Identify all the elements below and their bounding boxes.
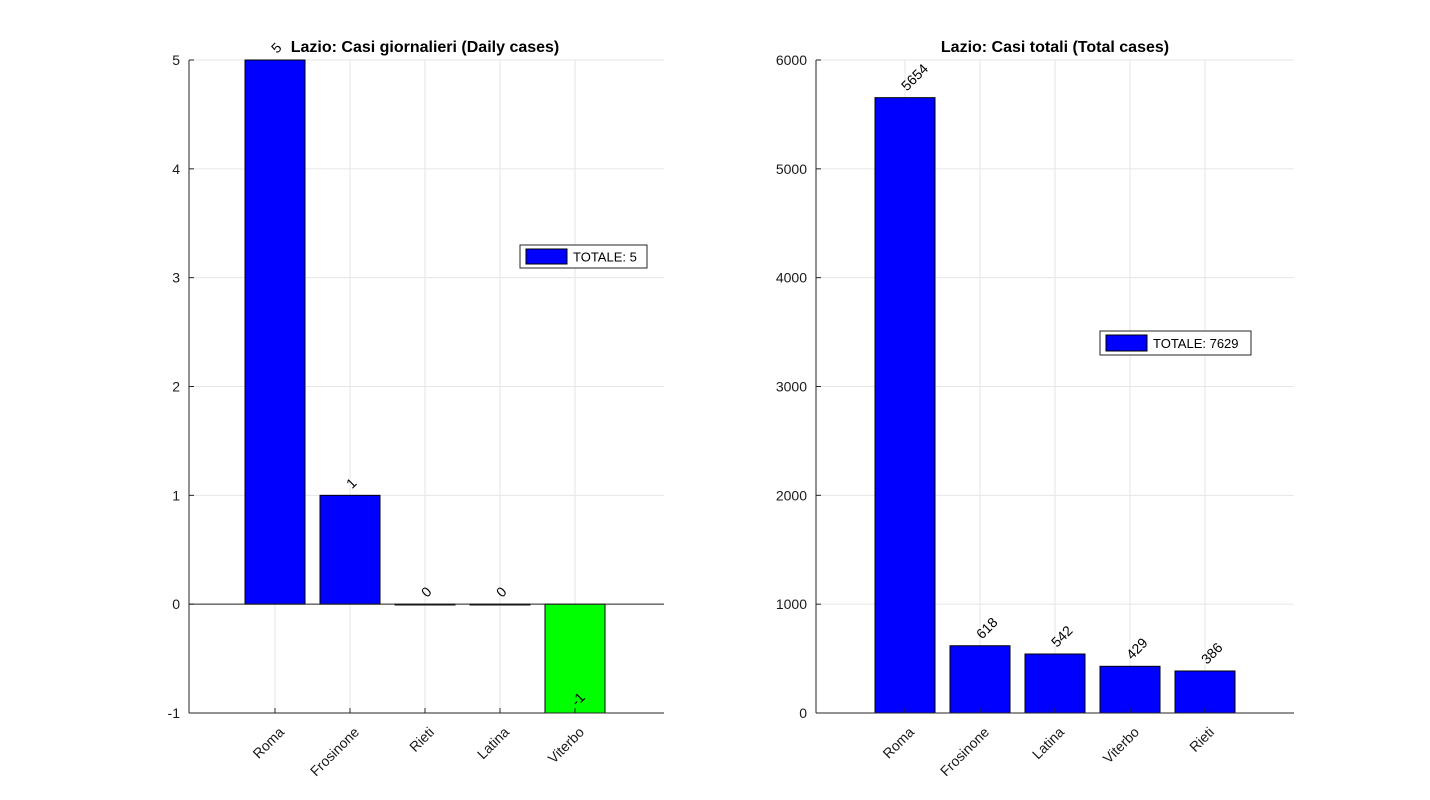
daily-legend: TOTALE: 5 (519, 244, 648, 269)
total-y-tick-label-5: 5000 (776, 161, 807, 177)
daily-legend-label: TOTALE: 5 (573, 250, 637, 265)
daily-category-label-latina: Latina (474, 724, 512, 762)
total-category-label-roma: Roma (879, 724, 917, 762)
total-legend: TOTALE: 7629 (1099, 330, 1252, 356)
daily-cases-chart: Lazio: Casi giornalieri (Daily cases) -1… (168, 39, 664, 779)
daily-category-label-roma: Roma (249, 724, 287, 762)
total-category-label-frosinone: Frosinone (937, 724, 992, 779)
daily-category-label-frosinone: Frosinone (307, 724, 362, 779)
total-data-label-viterbo: 429 (1123, 634, 1151, 662)
daily-category-label-viterbo: Viterbo (545, 724, 588, 767)
daily-y-tick-label-1: 0 (172, 596, 180, 612)
daily-cases-title: Lazio: Casi giornalieri (Daily cases) (291, 39, 560, 56)
total-data-label-frosinone: 618 (973, 614, 1001, 642)
total-y-tick-label-6: 6000 (776, 52, 807, 68)
total-y-tick-label-4: 4000 (776, 270, 807, 286)
daily-legend-swatch (525, 248, 568, 265)
total-y-tick-label-1: 1000 (776, 596, 807, 612)
total-bar-latina (1024, 653, 1086, 714)
daily-y-tick-label-6: 5 (172, 52, 180, 68)
daily-y-tick-label-2: 1 (172, 487, 180, 503)
daily-y-tick-label-3: 2 (172, 379, 180, 395)
total-data-label-roma: 5654 (898, 60, 931, 93)
daily-y-tick-label-0: -1 (168, 705, 181, 721)
daily-bar-frosinone (319, 494, 381, 605)
daily-bar-roma (244, 59, 306, 605)
total-legend-label: TOTALE: 7629 (1153, 336, 1239, 351)
daily-data-label-latina: 0 (493, 583, 510, 600)
daily-data-label-rieti: 0 (418, 583, 435, 600)
total-cases-title: Lazio: Casi totali (Total cases) (941, 39, 1169, 56)
total-category-label-latina: Latina (1029, 724, 1067, 762)
total-bar-viterbo (1099, 665, 1161, 714)
total-bar-roma (874, 97, 936, 714)
total-data-label-latina: 542 (1048, 622, 1076, 650)
total-category-label-rieti: Rieti (1186, 724, 1217, 755)
total-y-tick-label-2: 2000 (776, 487, 807, 503)
daily-category-label-rieti: Rieti (406, 724, 437, 755)
total-y-tick-label-3: 3000 (776, 379, 807, 395)
daily-y-tick-label-5: 4 (172, 161, 180, 177)
total-category-label-viterbo: Viterbo (1100, 724, 1143, 767)
daily-y-tick-label-4: 3 (172, 270, 180, 286)
daily-data-label-frosinone: 1 (343, 474, 360, 491)
daily-data-label-roma: 5 (268, 39, 285, 56)
total-cases-chart: Lazio: Casi totali (Total cases) 0 1000 20… (776, 39, 1294, 779)
total-bar-rieti (1174, 670, 1236, 714)
total-legend-swatch (1105, 334, 1148, 352)
daily-bar-viterbo (544, 603, 606, 714)
total-data-label-rieti: 386 (1198, 639, 1226, 667)
total-y-tick-label-0: 0 (799, 705, 807, 721)
total-bar-frosinone (949, 645, 1011, 714)
